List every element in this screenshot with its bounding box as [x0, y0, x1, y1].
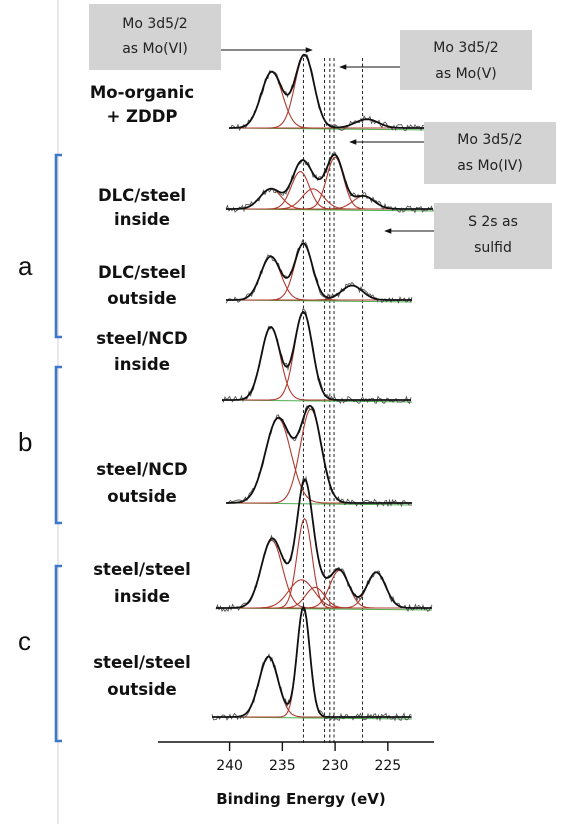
- sample-label-6-0: steel/steel: [93, 653, 191, 672]
- sample-label-2-0: DLC/steel: [98, 263, 186, 282]
- group-brackets: a b c: [18, 153, 62, 743]
- measured-curve-3: [221, 308, 412, 405]
- component-peak-2-0: [226, 255, 412, 301]
- x-tick-label-1: 235: [269, 758, 296, 774]
- annotation-text-2-0: Mo 3d5/2: [457, 132, 522, 148]
- sample-label-6-1: outside: [107, 680, 176, 699]
- fit-envelope-1: [226, 153, 433, 210]
- sample-label-4-1: outside: [107, 487, 176, 506]
- group-label-c: c: [18, 626, 31, 656]
- sample-label-2-1: outside: [107, 289, 176, 308]
- group-label-a: a: [18, 251, 33, 281]
- component-peak-3-0: [222, 326, 411, 401]
- component-peak-3-1: [222, 311, 411, 401]
- x-axis-label: Binding Energy (eV): [216, 790, 386, 808]
- fit-envelope-2: [226, 242, 412, 301]
- sample-label-0-0: Mo-organic: [90, 83, 194, 102]
- annotation-box-0: [89, 4, 221, 70]
- annotation-box-1: [400, 30, 532, 90]
- spectrum-1: [225, 151, 435, 214]
- x-tick-label-3: 225: [374, 758, 401, 774]
- fit-envelope-0: [229, 53, 433, 129]
- group-bracket-c: [54, 564, 62, 743]
- sample-label-3-0: steel/NCD: [96, 329, 187, 348]
- annotation-text-2-1: as Mo(IV): [457, 158, 523, 174]
- annotation-text-1-1: as Mo(V): [435, 66, 496, 82]
- sample-label-3-1: inside: [114, 355, 170, 374]
- sample-label-4-0: steel/NCD: [96, 460, 187, 479]
- measured-curve-2: [225, 238, 413, 304]
- group-label-b: b: [18, 427, 32, 457]
- sample-labels: Mo-organic + ZDDP DLC/steel inside DLC/steel…: [90, 83, 194, 699]
- group-bracket-b: [54, 365, 62, 525]
- sample-label-0-1: + ZDDP: [106, 107, 177, 126]
- fit-envelope-5: [216, 478, 432, 609]
- x-tick-label-2: 230: [322, 758, 349, 774]
- spectrum-2: [225, 238, 413, 304]
- annotation-box-2: [424, 122, 556, 184]
- fit-envelope-6: [212, 604, 412, 718]
- sample-label-5-0: steel/steel: [93, 560, 191, 579]
- measured-curve-0: [228, 53, 434, 132]
- sample-label-1-1: inside: [114, 210, 170, 229]
- annotation-text-0-0: Mo 3d5/2: [122, 16, 187, 32]
- spectrum-0: [228, 53, 435, 132]
- spectrum-6: [211, 604, 413, 722]
- annotation-text-3-0: S 2s as: [468, 214, 518, 230]
- spectrum-4: [225, 404, 413, 508]
- fit-envelope-4: [226, 404, 412, 504]
- sample-label-5-1: inside: [114, 587, 170, 606]
- fit-envelope-3: [222, 310, 411, 401]
- spectrum-5: [215, 475, 433, 613]
- annotation-text-0-1: as Mo(VI): [122, 41, 188, 57]
- annotations: Mo 3d5/2 as Mo(VI) Mo 3d5/2 as Mo(V) Mo 3d5/…: [89, 4, 556, 269]
- annotation-text-1-0: Mo 3d5/2: [433, 40, 498, 56]
- sample-label-1-0: DLC/steel: [98, 186, 186, 205]
- spectrum-3: [221, 308, 413, 405]
- annotation-text-3-1: sulfid: [474, 240, 512, 256]
- x-axis: Binding Energy (eV) 240 235 230 225: [158, 741, 434, 808]
- annotation-box-3: [434, 203, 552, 269]
- group-bracket-a: [54, 153, 62, 339]
- x-tick-label-0: 240: [216, 758, 243, 774]
- spectra: [211, 53, 435, 722]
